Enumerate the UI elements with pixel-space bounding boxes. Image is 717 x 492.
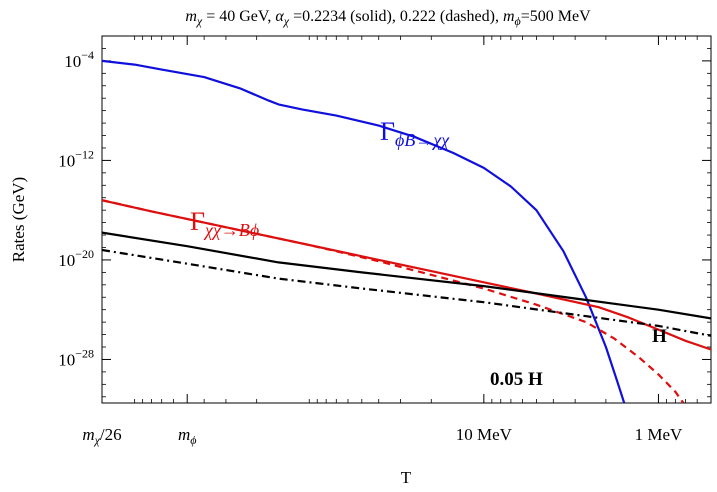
y-tick-exponent: −28: [75, 346, 94, 360]
y-tick-exponent: −4: [81, 48, 94, 62]
text-part: = 40 GeV,: [202, 8, 275, 25]
y-axis-label: Rates (GeV): [9, 177, 28, 262]
series-H: [102, 231, 711, 320]
text-part: /26: [100, 425, 122, 444]
text-part: m: [178, 425, 190, 444]
text-part: α: [275, 8, 284, 25]
series-gamma_phiB_chichi: [102, 59, 626, 403]
title-text: mχ = 40 GeV, αχ =0.2234 (solid), 0.222 (…: [185, 8, 591, 28]
series-gamma_chichi_Bphi_dashed: [102, 199, 685, 403]
text-part: χ: [196, 14, 203, 28]
text-part: m: [185, 8, 197, 25]
x-tick-label: 10 MeV: [456, 425, 513, 444]
y-tick-label: 10−12: [58, 147, 94, 170]
text-part: ϕ: [515, 14, 521, 28]
x-tick-label: mϕ: [178, 425, 197, 447]
annotation-gamma_phiB: ΓϕB→χχ: [380, 117, 450, 150]
y-tick-base: 10: [58, 251, 75, 270]
text-part: m: [82, 425, 94, 444]
y-tick-exponent: −12: [75, 147, 94, 161]
annotation-sub: ϕB→χχ: [395, 130, 450, 150]
annotation-gamma_chichi: Γχχ→Bϕ: [190, 207, 259, 240]
y-tick-base: 10: [58, 151, 75, 170]
series-H005: [102, 248, 711, 337]
text-part: ϕ: [190, 433, 196, 447]
annotation-H005: 0.05 H: [490, 369, 543, 390]
plot-frame: [101, 35, 712, 404]
annotation-H: H: [652, 326, 667, 347]
text-part: m: [503, 8, 515, 25]
text-part: 10 MeV: [456, 425, 513, 444]
text-part: 1 MeV: [635, 425, 683, 444]
x-tick-label: mχ/26: [82, 425, 121, 447]
text-part: χ: [283, 14, 290, 28]
text-part: χ: [94, 433, 101, 447]
annotation-sub: χχ→Bϕ: [203, 220, 259, 240]
y-tick-base: 10: [64, 52, 81, 71]
chart-title: mχ = 40 GeV, αχ =0.2234 (solid), 0.222 (…: [185, 8, 591, 28]
series-gamma_chichi_Bphi_solid: [102, 199, 711, 351]
y-tick-label: 10−28: [58, 346, 94, 369]
text-part: =500 MeV: [521, 8, 591, 25]
text-part: =0.2234 (solid), 0.222 (dashed),: [289, 8, 503, 25]
annotation-main: Γ: [190, 207, 205, 236]
y-tick-label: 10−4: [64, 48, 94, 71]
y-tick-label: 10−20: [58, 247, 94, 270]
annotation-main: Γ: [380, 117, 395, 146]
x-axis-label: T: [401, 468, 412, 487]
y-tick-exponent: −20: [75, 247, 94, 261]
x-tick-label: 1 MeV: [635, 425, 683, 444]
series-group: [102, 59, 711, 403]
y-tick-base: 10: [58, 350, 75, 369]
